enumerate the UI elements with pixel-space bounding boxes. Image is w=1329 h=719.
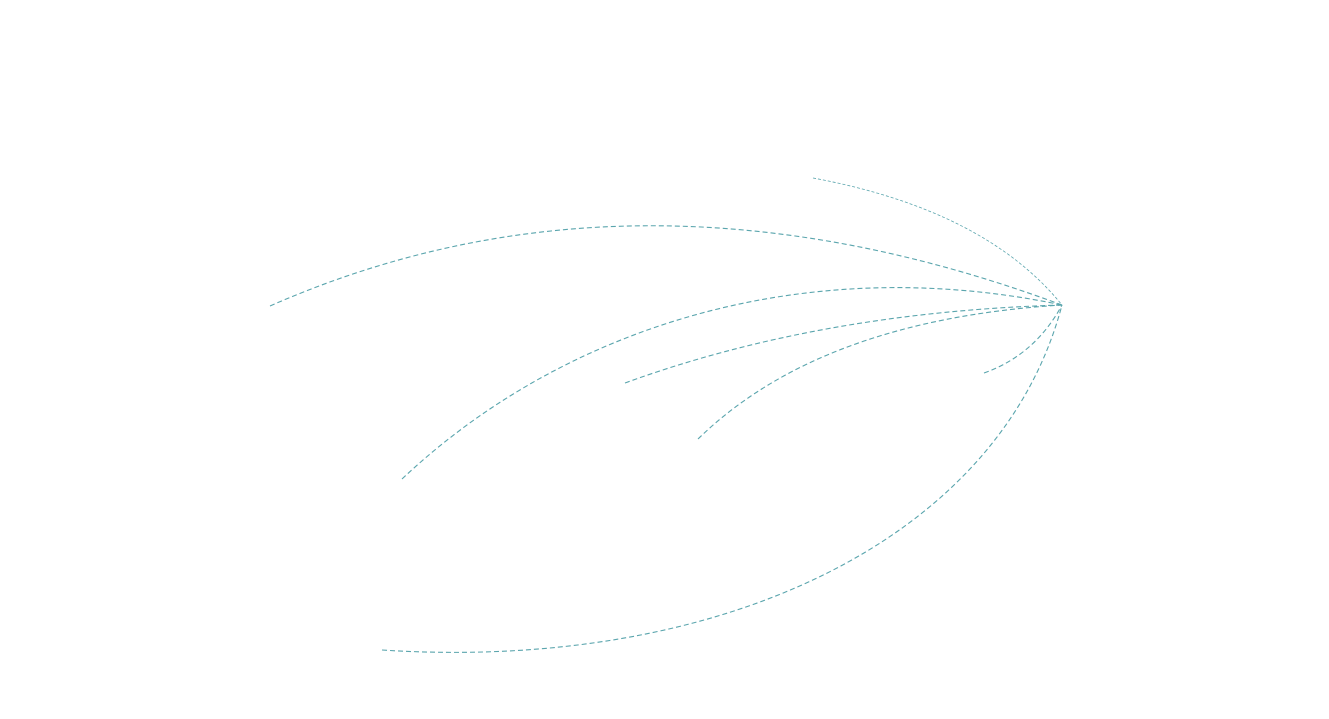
flow-lines xyxy=(269,177,1063,653)
flow-line-5 xyxy=(697,304,1063,440)
flow-line-2 xyxy=(269,225,1063,307)
flow-line-6 xyxy=(983,304,1063,374)
flow-line-4 xyxy=(624,304,1063,384)
flow-line-7 xyxy=(381,304,1063,653)
flow-line-3 xyxy=(401,287,1063,480)
flow-line-1 xyxy=(812,177,1063,306)
